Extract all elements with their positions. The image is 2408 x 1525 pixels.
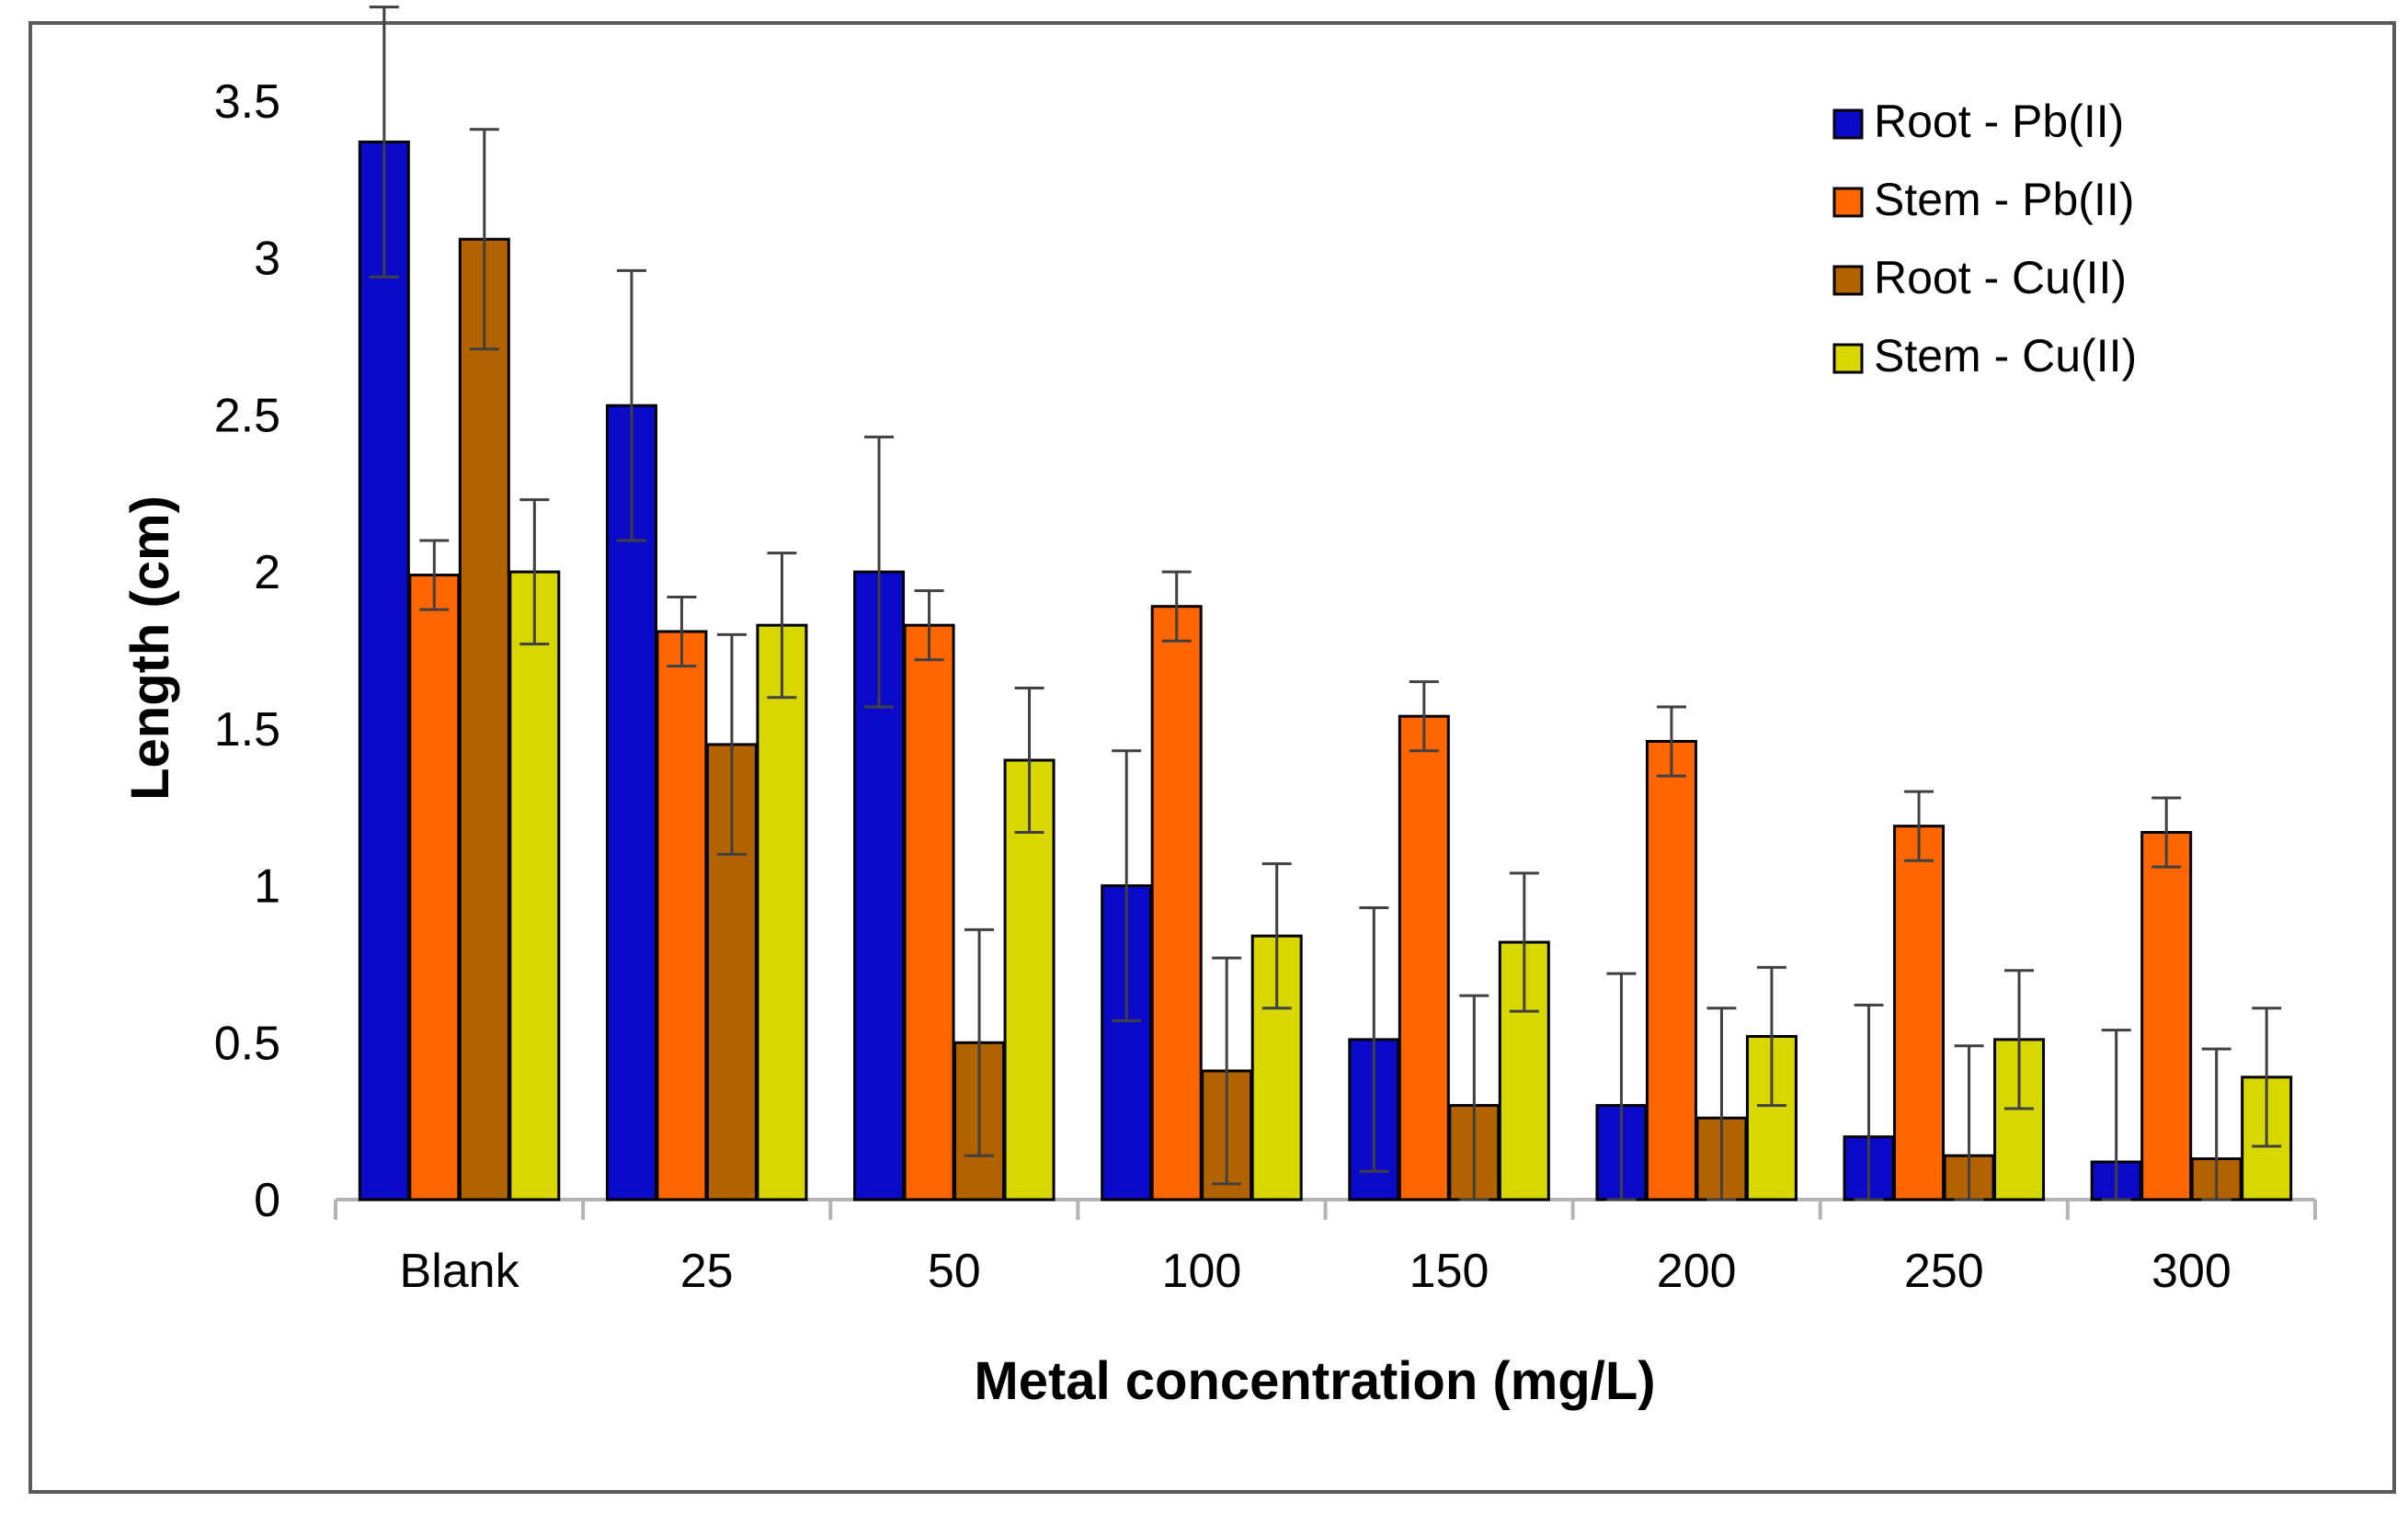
bar xyxy=(1645,740,1697,1201)
bar xyxy=(2140,831,2193,1201)
bar xyxy=(1398,714,1450,1201)
x-tick-label: 200 xyxy=(1657,1245,1737,1298)
y-axis-title: Length (cm) xyxy=(120,495,180,801)
bar xyxy=(408,574,461,1201)
bar xyxy=(656,630,708,1201)
legend-swatch xyxy=(1832,343,1864,374)
bar xyxy=(508,570,561,1201)
x-tick-label: 300 xyxy=(2151,1245,2231,1298)
legend-label: Stem - Cu(II) xyxy=(1874,330,2137,381)
y-axis: 0 0.5 1 1.5 2 2.5 3 3.5 xyxy=(214,75,280,1227)
x-axis-title: Metal concentration (mg/L) xyxy=(974,1351,1655,1411)
y-tick-label: 2.5 xyxy=(214,389,280,442)
legend-label: Root - Pb(II) xyxy=(1874,96,2124,147)
error-bars xyxy=(369,6,2282,1201)
y-tick-label: 2 xyxy=(254,546,280,599)
legend-label: Stem - Pb(II) xyxy=(1874,174,2134,225)
y-tick-label: 0 xyxy=(254,1174,280,1227)
x-tick-label: 250 xyxy=(1904,1245,1984,1298)
bar xyxy=(903,623,955,1201)
y-tick-label: 3 xyxy=(254,233,280,286)
bar xyxy=(1150,605,1203,1201)
x-tick-label: 50 xyxy=(928,1245,981,1298)
x-tick-label: 25 xyxy=(680,1245,734,1298)
x-tick-label: Blank xyxy=(400,1245,520,1298)
y-tick-label: 1.5 xyxy=(214,703,280,757)
bar xyxy=(1893,825,1946,1201)
bar xyxy=(458,237,510,1201)
y-tick-label: 3.5 xyxy=(214,75,280,129)
bar xyxy=(358,140,410,1201)
y-tick-label: 0.5 xyxy=(214,1017,280,1070)
legend-swatch xyxy=(1832,187,1864,218)
legend-label: Root - Cu(II) xyxy=(1874,252,2127,303)
bars xyxy=(358,140,2293,1201)
bar xyxy=(756,623,808,1201)
legend-swatch xyxy=(1832,265,1864,296)
x-tick-label: 100 xyxy=(1162,1245,1242,1298)
y-tick-label: 1 xyxy=(254,860,280,914)
legend: Root - Pb(II) Stem - Pb(II) Root - Cu(II) S… xyxy=(1832,96,2137,381)
x-tick-label: 150 xyxy=(1409,1245,1489,1298)
legend-swatch xyxy=(1832,108,1864,140)
